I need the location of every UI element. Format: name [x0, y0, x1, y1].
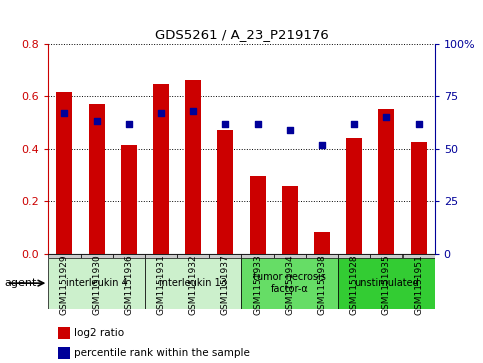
Point: [222, 121, 229, 126]
Text: tumor necrosis
factor-α: tumor necrosis factor-α: [254, 272, 326, 294]
Text: GSM1151951: GSM1151951: [414, 254, 423, 315]
Point: [189, 108, 197, 114]
Point: [254, 121, 261, 126]
Bar: [378, 109, 395, 254]
Point: [286, 127, 294, 133]
Bar: [370, 254, 402, 258]
Bar: [113, 254, 145, 258]
Text: percentile rank within the sample: percentile rank within the sample: [74, 348, 250, 358]
Bar: [217, 130, 233, 254]
Point: [415, 121, 423, 126]
Point: [318, 142, 326, 147]
Text: GSM1151930: GSM1151930: [92, 254, 101, 315]
Text: GSM1151932: GSM1151932: [189, 254, 198, 315]
Point: [350, 121, 358, 126]
Bar: [250, 176, 266, 254]
Text: GSM1151933: GSM1151933: [253, 254, 262, 315]
Bar: [48, 258, 145, 309]
Text: interleukin 4: interleukin 4: [66, 278, 128, 288]
Text: GSM1151929: GSM1151929: [60, 254, 69, 315]
Bar: [145, 254, 177, 258]
Bar: [282, 186, 298, 254]
Bar: [57, 92, 72, 254]
Bar: [242, 254, 274, 258]
Bar: [185, 81, 201, 254]
Bar: [338, 258, 435, 309]
Text: unstimulated: unstimulated: [354, 278, 419, 288]
Text: GSM1151928: GSM1151928: [350, 254, 359, 315]
Point: [157, 110, 165, 116]
Bar: [242, 258, 338, 309]
Text: GSM1151935: GSM1151935: [382, 254, 391, 315]
Bar: [81, 254, 113, 258]
Bar: [153, 84, 169, 254]
Text: GSM1151937: GSM1151937: [221, 254, 230, 315]
Text: log2 ratio: log2 ratio: [74, 328, 124, 338]
Point: [60, 110, 68, 116]
Bar: [338, 254, 370, 258]
Text: GSM1151936: GSM1151936: [124, 254, 133, 315]
Bar: [346, 138, 362, 254]
Text: GSM1151938: GSM1151938: [317, 254, 327, 315]
Bar: [177, 254, 209, 258]
Text: GSM1151931: GSM1151931: [156, 254, 166, 315]
Bar: [88, 104, 105, 254]
Bar: [145, 258, 242, 309]
Bar: [209, 254, 242, 258]
Text: interleukin 13: interleukin 13: [159, 278, 227, 288]
Text: GSM1151934: GSM1151934: [285, 254, 294, 315]
Point: [383, 114, 390, 120]
Text: agent: agent: [5, 278, 37, 288]
Bar: [274, 254, 306, 258]
Bar: [48, 254, 81, 258]
Point: [93, 119, 100, 125]
Title: GDS5261 / A_23_P219176: GDS5261 / A_23_P219176: [155, 28, 328, 41]
Bar: [402, 254, 435, 258]
Bar: [314, 232, 330, 254]
Bar: [306, 254, 338, 258]
Bar: [121, 145, 137, 254]
Bar: [411, 142, 426, 254]
Point: [125, 121, 133, 126]
